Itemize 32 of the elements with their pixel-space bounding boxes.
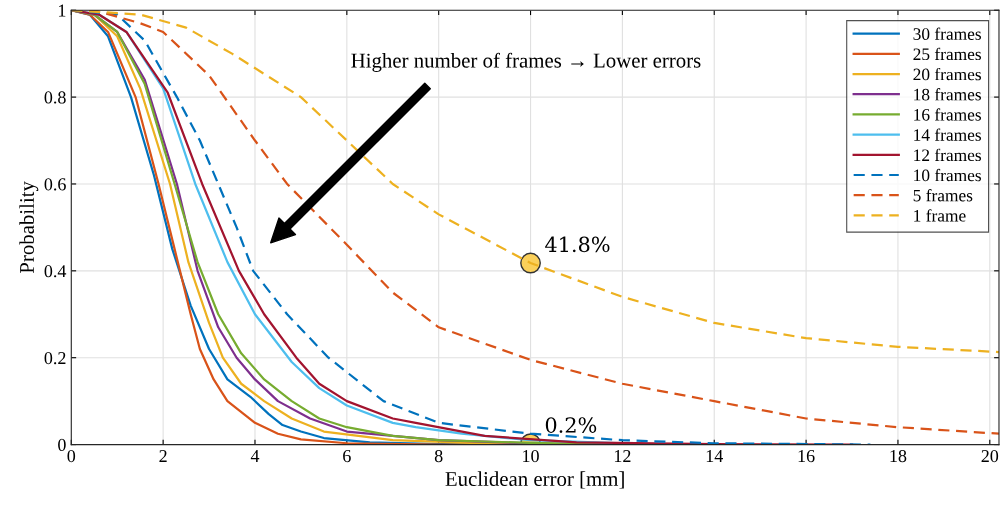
legend-label: 20 frames <box>913 67 981 81</box>
y-tick-label: 0.6 <box>44 178 66 191</box>
y-axis-title: Probability <box>19 181 39 274</box>
legend-label: 5 frames <box>913 189 973 202</box>
legend-label: 12 frames <box>914 148 981 162</box>
y-tick-label: 0.2 <box>44 351 66 365</box>
x-tick-label: 8 <box>434 449 443 463</box>
x-tick-label: 2 <box>159 450 167 462</box>
y-tick-label: 1 <box>58 4 66 17</box>
legend-label: 1 frame <box>914 209 966 222</box>
legend-label: 18 frames <box>914 88 981 101</box>
annotation: 41.8% <box>545 236 610 253</box>
x-tick-label: 16 <box>798 450 815 463</box>
annotation: 0.2% <box>545 417 597 433</box>
x-tick-label: 6 <box>343 450 351 463</box>
y-tick-label: 0 <box>58 438 66 452</box>
annotation: Higher number of frames → Lower errors <box>351 52 701 72</box>
legend-label: 25 frames <box>913 47 981 61</box>
x-tick-label: 20 <box>981 449 999 463</box>
legend-label: 10 frames <box>914 168 981 182</box>
x-tick-label: 4 <box>250 450 260 462</box>
x-tick-label: 0 <box>67 449 76 463</box>
x-tick-label: 14 <box>706 450 723 462</box>
x-tick-label: 18 <box>890 449 907 463</box>
y-tick-label: 0.8 <box>44 91 66 104</box>
x-tick-label: 12 <box>614 450 631 462</box>
legend-label: 14 frames <box>914 128 981 141</box>
legend-label: 16 frames <box>914 108 981 121</box>
legend-label: 30 frames <box>913 27 981 40</box>
y-tick-label: 0.4 <box>44 265 67 278</box>
x-tick-label: 10 <box>523 449 539 463</box>
x-axis-title: Euclidean error [mm] <box>445 471 624 489</box>
